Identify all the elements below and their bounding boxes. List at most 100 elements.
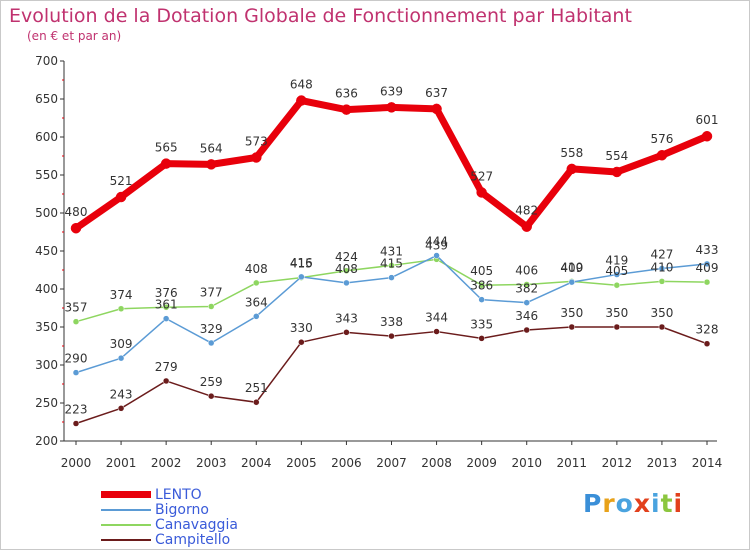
data-point — [386, 102, 397, 113]
data-label: 335 — [470, 317, 493, 331]
data-point — [207, 339, 215, 347]
data-point — [343, 329, 350, 336]
data-point — [72, 318, 80, 325]
data-label: 357 — [65, 301, 88, 315]
x-tick-label: 2014 — [692, 456, 723, 470]
legend-item-bigorno: Bigorno — [101, 501, 238, 518]
y-tick-label: 250 — [35, 396, 58, 410]
x-tick-label: 2011 — [557, 456, 588, 470]
data-label: 251 — [245, 381, 268, 395]
data-point — [341, 104, 352, 115]
data-label: 410 — [560, 260, 583, 274]
legend-label: Campitello — [155, 531, 231, 548]
data-point — [703, 278, 711, 286]
series-layer — [70, 95, 713, 427]
data-label: 480 — [65, 205, 88, 219]
data-label: 409 — [560, 261, 583, 275]
x-tick-label: 2004 — [241, 456, 272, 470]
data-point — [433, 252, 440, 259]
series-bigorno — [72, 252, 711, 376]
data-label: 636 — [335, 87, 358, 101]
data-point — [433, 328, 440, 335]
data-label: 376 — [155, 286, 178, 300]
data-point — [72, 420, 80, 427]
legend-swatch — [101, 491, 151, 498]
data-point — [117, 305, 125, 313]
data-label: 424 — [335, 250, 358, 264]
x-tick-label: 2010 — [511, 456, 542, 470]
data-point — [251, 152, 262, 163]
data-label: 433 — [696, 243, 719, 257]
data-label: 377 — [200, 285, 223, 299]
data-point — [523, 281, 530, 288]
data-label: 419 — [605, 254, 628, 268]
legend-item-canavaggia: Canavaggia — [101, 516, 238, 533]
legend: LENTO Bigorno Canavaggia Campitello — [101, 487, 238, 548]
data-point — [388, 274, 395, 281]
legend-item-lento: LENTO — [101, 487, 238, 503]
data-label: 328 — [696, 323, 719, 337]
data-point — [523, 299, 530, 306]
data-label: 361 — [155, 298, 178, 312]
data-point — [478, 296, 485, 303]
x-tick-label: 2001 — [106, 456, 137, 470]
y-tick-label: 400 — [35, 282, 58, 296]
series-lento — [70, 95, 713, 234]
data-label: 564 — [200, 141, 223, 155]
data-point — [160, 158, 172, 169]
data-label: 350 — [560, 306, 583, 320]
chart-subtitle: (en € et par an) — [27, 29, 122, 43]
data-label: 408 — [335, 262, 358, 276]
data-point — [207, 392, 215, 400]
data-point — [658, 323, 666, 331]
data-label: 521 — [110, 174, 133, 188]
data-label: 290 — [65, 352, 88, 366]
data-label: 558 — [560, 146, 583, 160]
y-tick-label: 650 — [35, 92, 58, 106]
data-label: 527 — [470, 169, 493, 183]
data-label: 439 — [425, 238, 448, 252]
data-point — [115, 191, 127, 203]
data-label: 223 — [65, 403, 88, 417]
data-point — [613, 281, 621, 289]
data-point — [343, 279, 350, 287]
data-point — [658, 265, 666, 272]
x-tick-label: 2006 — [331, 456, 362, 470]
data-point — [117, 405, 125, 412]
data-label: 330 — [290, 321, 313, 335]
data-label: 482 — [515, 204, 538, 218]
data-label: 279 — [155, 360, 178, 374]
data-point — [568, 278, 576, 286]
y-tick-label: 450 — [35, 244, 58, 258]
y-tick-label: 350 — [35, 320, 58, 334]
x-tick-label: 2003 — [196, 456, 227, 470]
data-point — [253, 279, 260, 287]
data-label: 364 — [245, 295, 268, 309]
y-tick-label: 600 — [35, 130, 58, 144]
data-label: 601 — [696, 113, 719, 127]
y-tick-label: 550 — [35, 168, 58, 182]
data-point — [253, 313, 260, 320]
data-point — [523, 326, 530, 334]
data-point — [296, 95, 307, 106]
data-label: 243 — [110, 387, 133, 401]
x-tick-label: 2009 — [466, 456, 497, 470]
legend-swatch — [101, 508, 151, 511]
data-label: 350 — [605, 306, 628, 320]
legend-label: Canavaggia — [155, 516, 238, 533]
data-label: 409 — [696, 261, 719, 275]
data-label: 374 — [110, 288, 133, 302]
data-point — [388, 332, 395, 340]
data-label: 405 — [605, 264, 628, 278]
data-label: 405 — [470, 264, 493, 278]
data-point — [476, 187, 487, 198]
data-label: 444 — [425, 235, 448, 249]
data-point — [478, 281, 485, 289]
data-label: 415 — [380, 257, 403, 271]
data-point — [703, 340, 711, 347]
data-label: 554 — [605, 149, 628, 163]
data-point — [207, 303, 215, 310]
legend-label: Bigorno — [155, 501, 209, 518]
data-point — [568, 323, 576, 331]
